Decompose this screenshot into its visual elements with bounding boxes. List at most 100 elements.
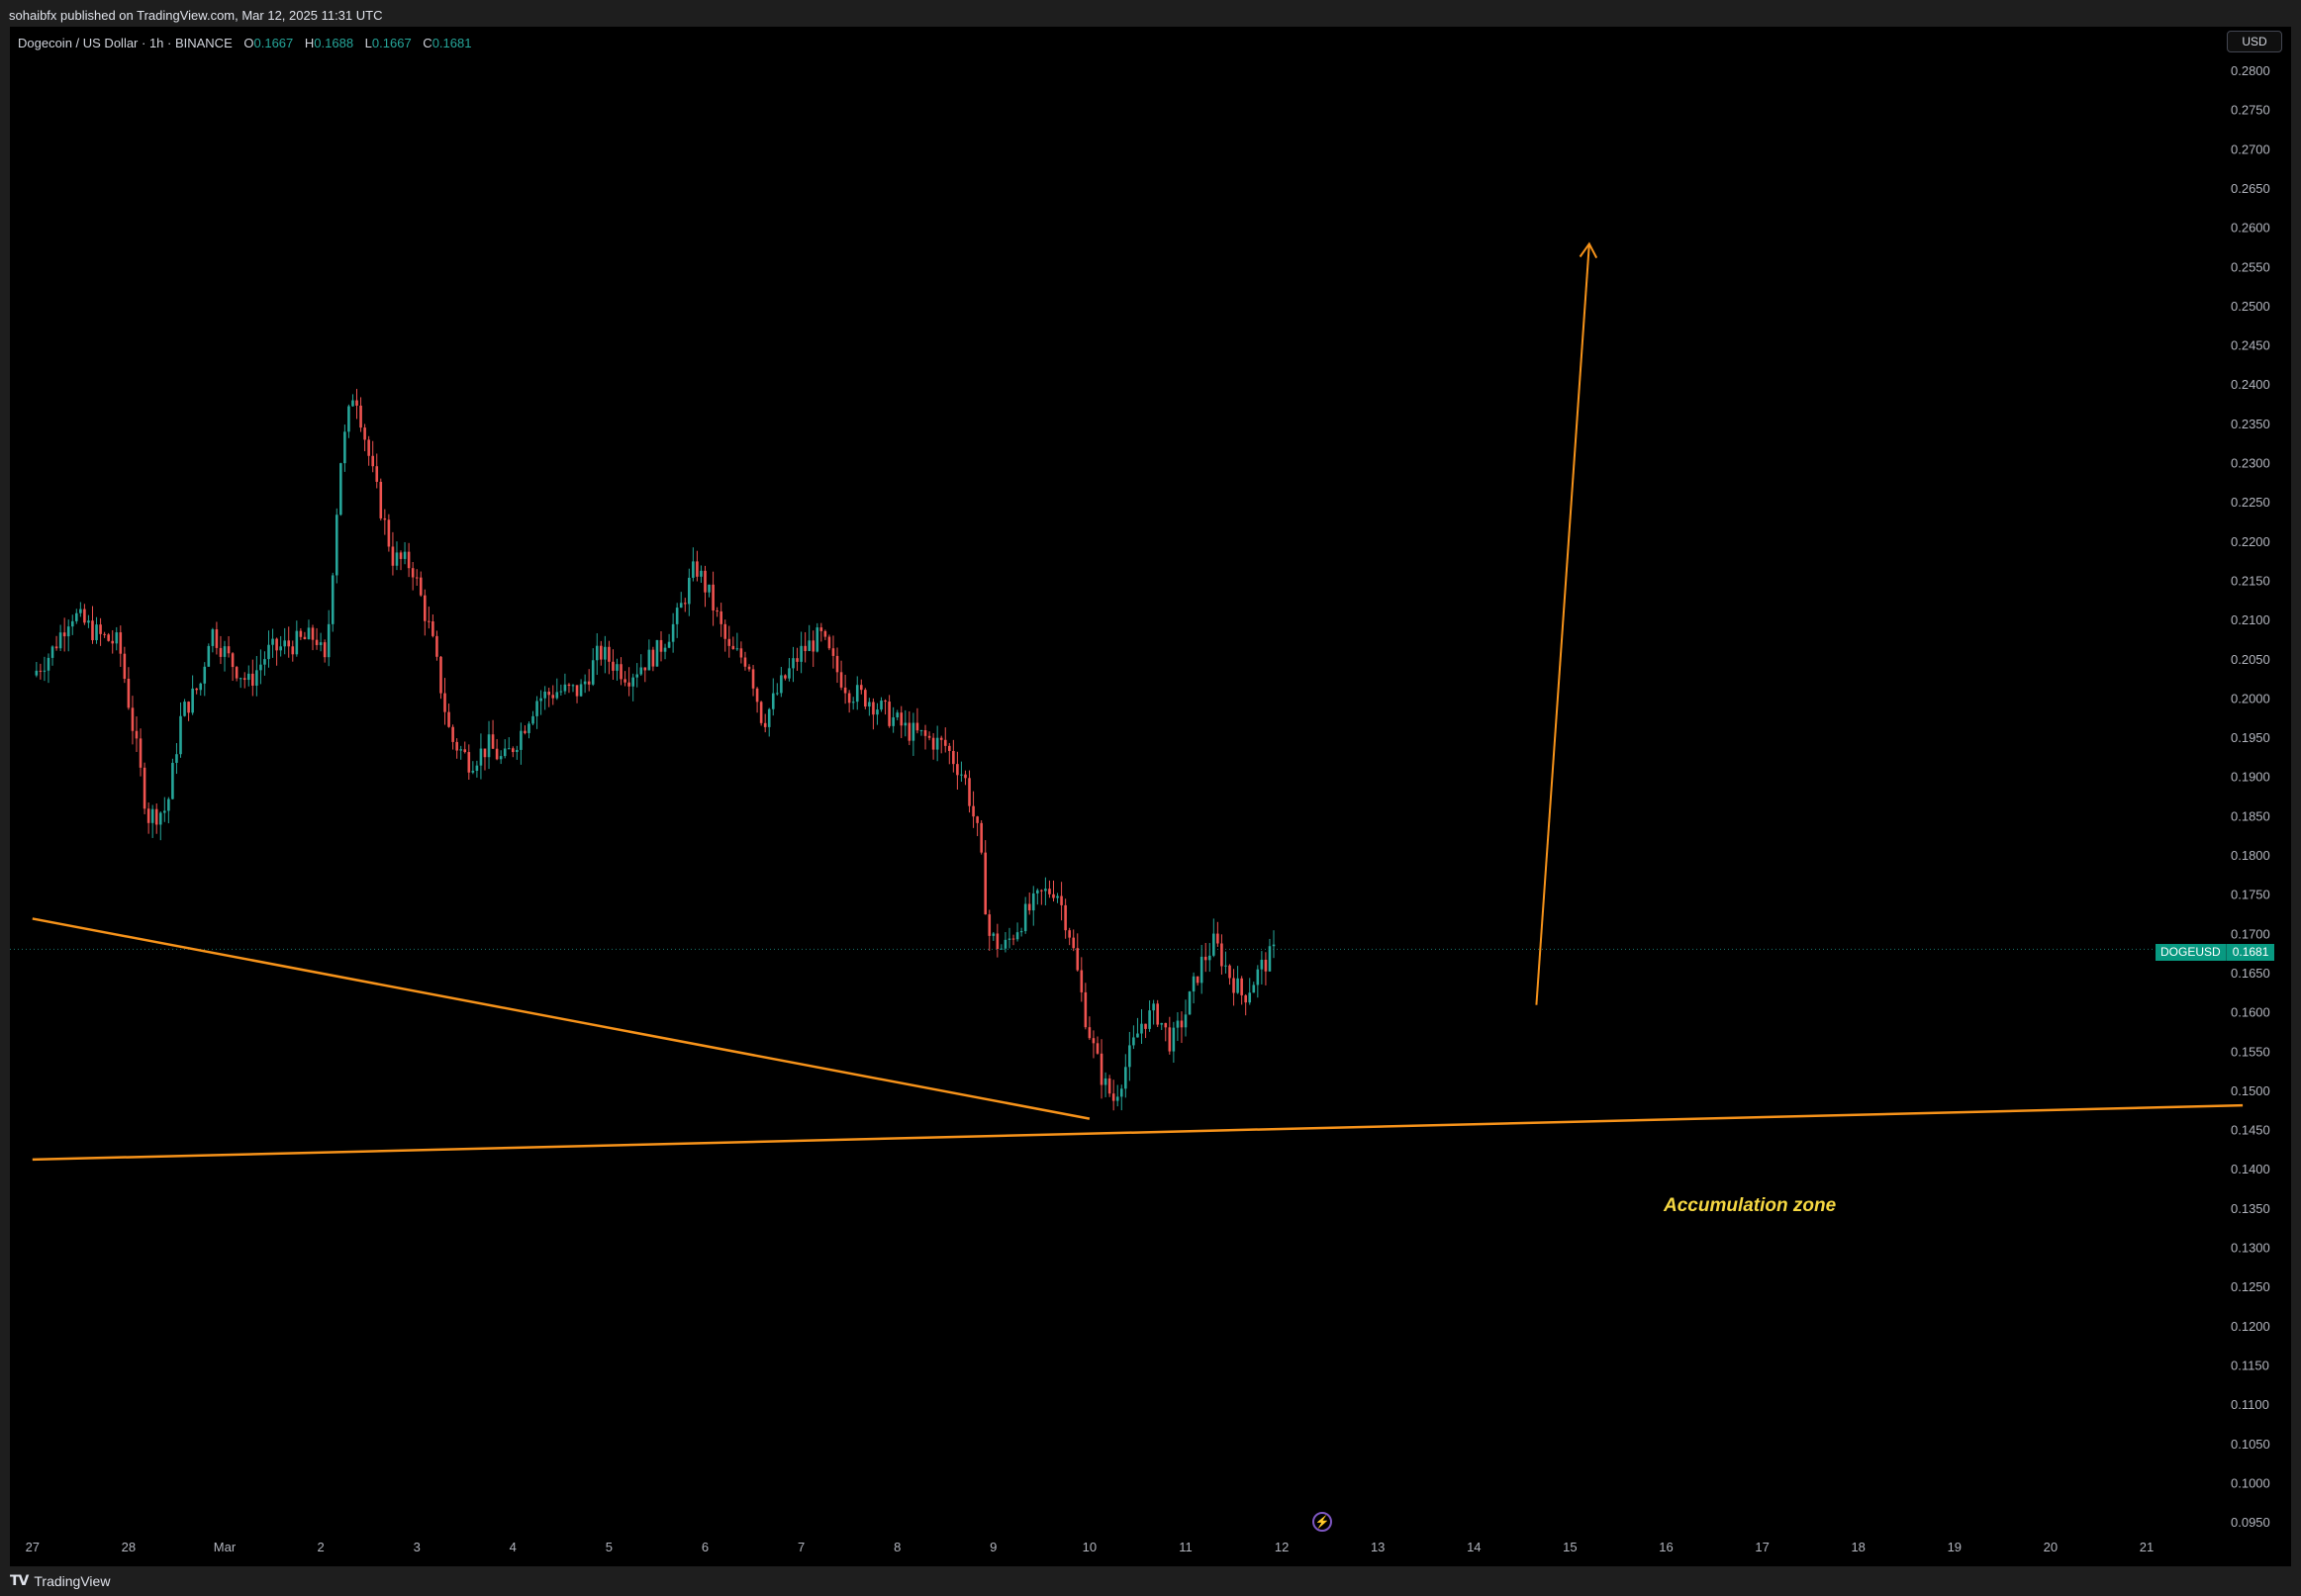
candle-body (303, 636, 307, 640)
candle-body (319, 642, 323, 645)
x-tick-label: 5 (606, 1540, 613, 1554)
candle-body (1068, 930, 1071, 938)
candle-body (1128, 1045, 1131, 1068)
candle-body (1088, 1027, 1092, 1039)
candle-body (579, 684, 583, 697)
candle-body (804, 645, 807, 651)
candle-body (483, 748, 487, 758)
candle-body (242, 678, 246, 681)
candle-body (211, 629, 215, 646)
x-tick-label: 28 (122, 1540, 136, 1554)
candle-body (54, 646, 58, 649)
candle-body (1096, 1043, 1100, 1054)
candle-body (1103, 1078, 1107, 1085)
candle-body (246, 673, 250, 681)
candle-body (647, 649, 651, 671)
candle-body (527, 723, 530, 733)
candle-body (631, 677, 634, 687)
y-tick-label: 0.2350 (2231, 417, 2270, 431)
candle-body (87, 620, 90, 623)
candle-body (535, 701, 538, 716)
currency-button[interactable]: USD (2227, 31, 2282, 52)
candle-body (339, 463, 342, 516)
candle-body (788, 668, 791, 679)
x-tick-label: 8 (894, 1540, 901, 1554)
lightning-icon[interactable]: ⚡ (1312, 1512, 1332, 1532)
candle-body (343, 431, 346, 464)
candle-body (463, 749, 467, 753)
candle-body (39, 670, 43, 672)
candle-body (1272, 944, 1276, 947)
candle-body (171, 762, 174, 799)
candle-body (671, 623, 675, 642)
candle-body (980, 822, 983, 853)
candle-body (227, 646, 231, 654)
candle-body (271, 638, 274, 645)
candle-body (471, 771, 475, 773)
candle-body (275, 638, 278, 651)
candle-body (35, 670, 39, 676)
candle-body (1040, 890, 1043, 892)
accumulation-zone-label[interactable]: Accumulation zone (1664, 1195, 1837, 1216)
candle-body (675, 608, 679, 624)
candle-body (712, 584, 715, 610)
candle-body (1080, 970, 1084, 992)
candle-body (1196, 976, 1199, 984)
candle-body (763, 722, 767, 727)
chart-area[interactable] (10, 27, 2291, 1566)
candle-body (1240, 978, 1243, 995)
candle-body (135, 730, 139, 739)
candle-body (323, 642, 327, 658)
candle-body (1260, 959, 1264, 970)
candle-body (219, 647, 223, 657)
symbol-legend[interactable]: Dogecoin / US Dollar · 1h · BINANCE O0.1… (18, 36, 471, 50)
candle-body (719, 610, 722, 624)
candle-body (1160, 1022, 1164, 1025)
y-tick-label: 0.1750 (2231, 888, 2270, 902)
candle-body (111, 640, 115, 644)
price-tag-symbol: DOGEUSD (2156, 944, 2226, 961)
candle-body (751, 669, 755, 689)
candle-body (335, 515, 338, 576)
candle-body (119, 632, 123, 654)
candle-body (1031, 892, 1035, 911)
candle-body (984, 852, 988, 915)
candle-body (900, 712, 904, 726)
candle-body (739, 648, 743, 658)
y-tick-label: 0.1350 (2231, 1201, 2270, 1216)
candle-body (347, 406, 350, 432)
close-label: C (423, 36, 432, 50)
candle-body (1048, 889, 1051, 894)
candle-body (1124, 1067, 1127, 1089)
candle-body (1188, 991, 1192, 1015)
candle-body (1176, 1020, 1180, 1028)
candle-body (127, 678, 131, 708)
y-tick-label: 0.2200 (2231, 534, 2270, 549)
y-tick-label: 0.2700 (2231, 141, 2270, 156)
candle-body (299, 630, 303, 637)
candle-body (167, 798, 170, 811)
candle-body (131, 707, 135, 731)
candle-body (960, 774, 963, 776)
x-tick-label: 16 (1659, 1540, 1673, 1554)
candle-body (154, 808, 158, 825)
candle-body (1044, 889, 1047, 892)
candle-body (512, 748, 515, 753)
y-tick-label: 0.1550 (2231, 1044, 2270, 1059)
x-tick-label: 12 (1275, 1540, 1289, 1554)
candle-body (79, 609, 82, 613)
candle-body (123, 653, 127, 679)
candle-body (1180, 1020, 1184, 1028)
candle-body (1268, 946, 1272, 972)
candle-body (1224, 965, 1227, 967)
candle-body (524, 730, 527, 733)
candle-body (163, 810, 166, 813)
x-tick-label: 17 (1755, 1540, 1769, 1554)
candle-body (1248, 992, 1252, 1003)
arrow-head (1579, 241, 1598, 259)
candle-body (1060, 895, 1063, 905)
candle-body (575, 685, 579, 697)
candle-body (595, 645, 599, 661)
candle-body (919, 730, 923, 732)
